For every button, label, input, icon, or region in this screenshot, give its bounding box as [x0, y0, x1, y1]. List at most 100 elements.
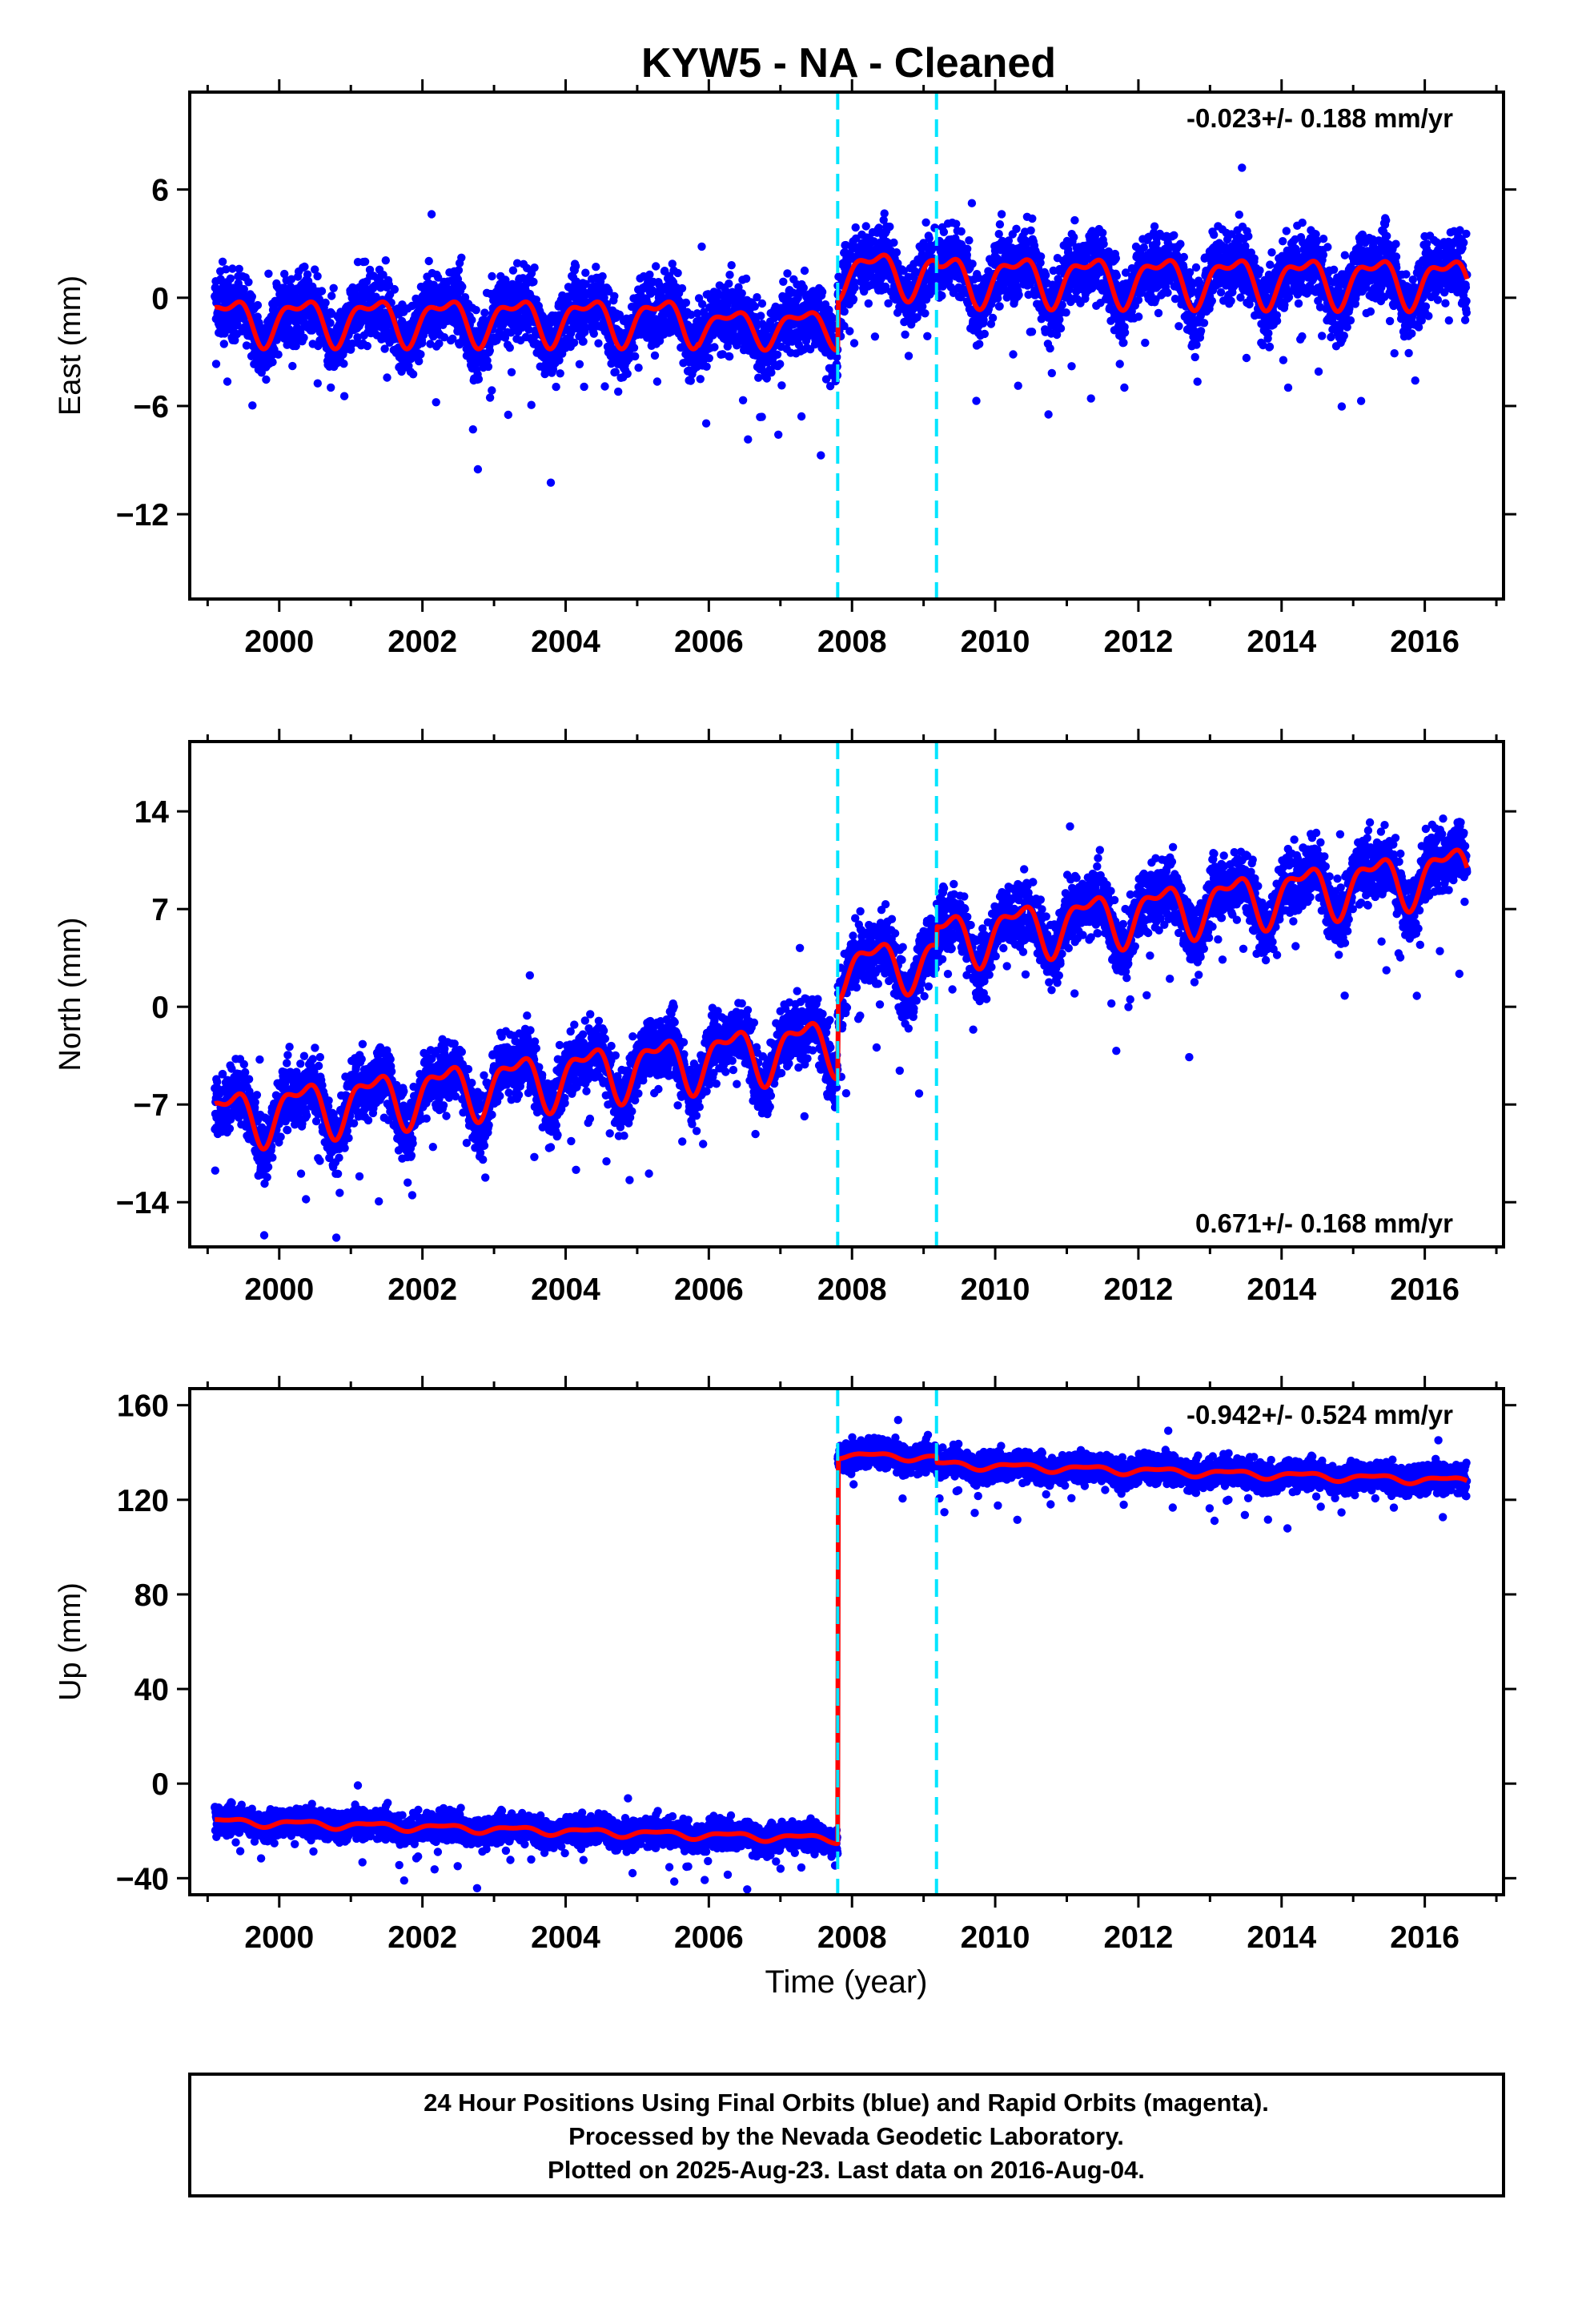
data-point — [614, 387, 623, 396]
data-point — [383, 373, 391, 382]
data-point — [744, 435, 753, 444]
data-point — [484, 362, 493, 372]
data-point — [1028, 214, 1037, 223]
data-point — [317, 287, 327, 296]
data-point — [774, 430, 783, 439]
data-point — [600, 382, 609, 391]
data-point — [268, 358, 277, 367]
data-point — [1134, 312, 1143, 321]
data-point — [287, 275, 296, 283]
panels: 2000 2002 2004 2006 2008 2010 2012 2014 201660−6… — [54, 79, 1516, 2000]
data-point — [1115, 360, 1124, 368]
data-point — [365, 265, 375, 275]
data-point — [253, 300, 263, 310]
data-point — [701, 419, 711, 428]
data-point — [1235, 210, 1244, 219]
data-point — [508, 266, 518, 275]
data-point — [1141, 338, 1150, 348]
data-point — [705, 354, 713, 363]
data-point — [634, 364, 643, 372]
data-point — [725, 271, 734, 279]
data-point — [710, 343, 719, 352]
data-point — [219, 340, 228, 348]
data-point — [488, 386, 496, 395]
data-point — [255, 318, 263, 328]
data-point — [1070, 233, 1078, 242]
data-point — [975, 340, 984, 348]
data-point — [1042, 271, 1050, 279]
data-point — [1163, 288, 1172, 297]
data-point — [242, 341, 251, 350]
data-point — [938, 292, 946, 300]
data-point — [697, 242, 706, 251]
data-point — [1012, 224, 1021, 233]
data-point — [1120, 383, 1129, 392]
data-point — [360, 257, 370, 266]
data-point — [434, 273, 443, 282]
data-point — [840, 307, 849, 316]
data-point — [211, 360, 221, 368]
data-point — [579, 337, 588, 346]
data-point — [1192, 340, 1201, 349]
data-point — [851, 223, 860, 232]
data-point — [315, 295, 323, 304]
data-point — [1154, 308, 1163, 318]
data-point — [226, 274, 235, 283]
data-point — [264, 269, 273, 278]
data-point — [1086, 394, 1095, 403]
data-point — [967, 199, 977, 207]
data-point — [725, 352, 734, 361]
data-point — [1120, 328, 1130, 337]
data-point — [631, 352, 640, 361]
data-point — [1242, 353, 1251, 363]
data-point — [1150, 222, 1159, 231]
data-point — [381, 256, 390, 265]
data-point — [1255, 266, 1264, 275]
data-point — [1176, 239, 1185, 248]
data-point — [921, 218, 930, 227]
data-point — [458, 282, 467, 292]
data-point — [546, 478, 556, 487]
data-point — [488, 271, 496, 281]
data-point — [472, 306, 480, 315]
data-point — [783, 269, 792, 278]
data-point — [652, 262, 661, 271]
data-point — [767, 368, 776, 377]
data-point — [379, 271, 387, 279]
data-point — [598, 271, 607, 281]
data-point — [995, 302, 1004, 311]
data-point — [589, 329, 598, 338]
data-point — [777, 381, 786, 390]
data-point — [592, 263, 600, 271]
data-point — [505, 344, 514, 352]
data-point — [702, 362, 711, 371]
data-point — [957, 227, 966, 236]
data-point — [380, 344, 389, 353]
data-point — [623, 369, 632, 378]
data-point — [1210, 231, 1219, 239]
data-point — [1191, 263, 1201, 272]
data-point — [861, 222, 870, 231]
data-point — [965, 236, 974, 245]
data-point — [468, 316, 476, 324]
data-point — [262, 375, 271, 384]
data-point — [303, 270, 312, 279]
data-point — [1196, 327, 1206, 336]
data-point — [610, 292, 619, 300]
data-point — [504, 410, 512, 420]
data-point — [530, 263, 539, 272]
data-point — [426, 340, 435, 348]
data-point — [1266, 260, 1275, 269]
data-point — [850, 283, 859, 292]
data-point — [1238, 163, 1247, 172]
data-point — [581, 268, 590, 277]
data-point — [817, 287, 827, 296]
data-point — [727, 261, 736, 270]
data-point — [997, 210, 1006, 219]
data-point — [757, 312, 765, 320]
data-point — [988, 313, 998, 323]
data-point — [313, 379, 322, 388]
data-point — [1199, 319, 1209, 328]
data-point — [921, 309, 930, 318]
data-point — [480, 308, 489, 317]
